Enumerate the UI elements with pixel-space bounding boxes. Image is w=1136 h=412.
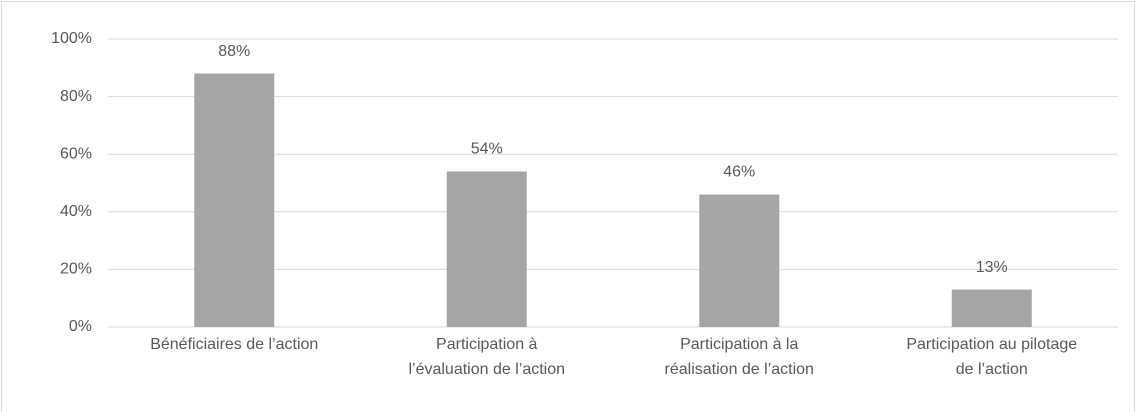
x-tick-label: Bénéficiaires de l’action xyxy=(150,336,319,353)
x-tick-label: Participation à la réalisation de l’acti… xyxy=(664,336,814,378)
data-label: 46% xyxy=(723,164,755,181)
y-tick-label: 60% xyxy=(60,145,92,162)
x-tick-label: Participation à l’évaluation de l’action xyxy=(408,336,566,378)
data-label: 88% xyxy=(218,43,250,60)
data-label: 54% xyxy=(471,141,503,158)
y-tick-label: 40% xyxy=(60,203,92,220)
bar xyxy=(446,171,527,327)
y-tick-label: 100% xyxy=(51,30,92,47)
bar xyxy=(951,289,1032,327)
bar xyxy=(699,194,780,327)
y-tick-label: 80% xyxy=(60,88,92,105)
y-tick-label: 0% xyxy=(69,318,92,335)
data-label: 13% xyxy=(976,259,1008,276)
bar xyxy=(194,73,275,327)
x-tick-label: Participation au pilotage de l’action xyxy=(906,336,1078,378)
y-tick-label: 20% xyxy=(60,261,92,278)
